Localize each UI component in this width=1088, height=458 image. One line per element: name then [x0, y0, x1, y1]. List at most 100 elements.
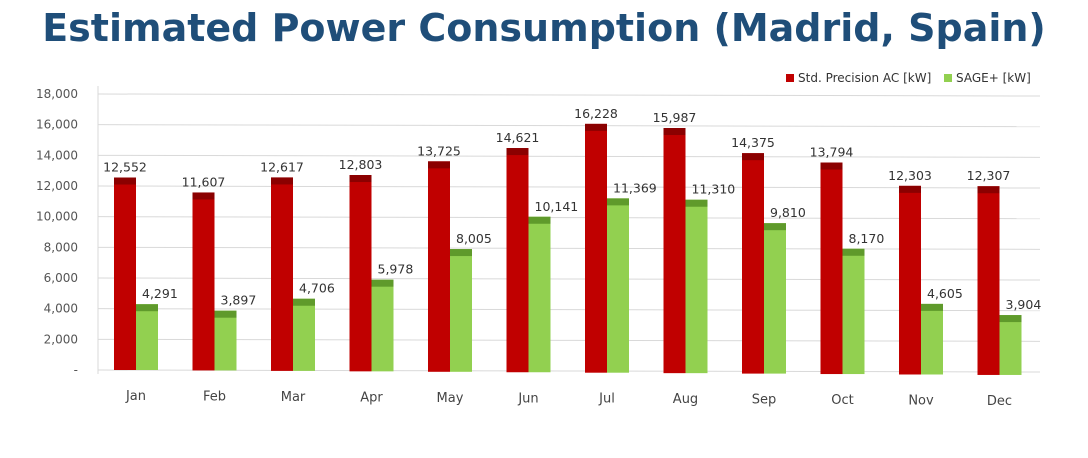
data-label-sage: 4,291	[142, 286, 178, 301]
gridline	[97, 338, 1041, 342]
bar-top-cap	[450, 249, 472, 257]
bar-top-cap	[977, 186, 1000, 194]
data-label-sage: 4,605	[927, 286, 963, 301]
x-category-label: Sep	[752, 393, 777, 408]
data-label-sage: 11,310	[692, 182, 736, 197]
bar-std-precision-ac	[977, 186, 1000, 375]
y-tick-label: 6,000	[44, 271, 78, 285]
legend-label-sage: SAGE+ [kW]	[956, 71, 1031, 85]
bar-sage	[450, 249, 472, 372]
bar-sage	[214, 310, 237, 371]
bar-sage	[136, 304, 158, 370]
x-category-label: Aug	[673, 392, 698, 407]
data-label-std-precision-ac: 11,607	[182, 174, 226, 189]
y-tick-label: 16,000	[36, 118, 78, 132]
y-tick-label: 2,000	[44, 332, 78, 346]
bar-std-precision-ac	[114, 177, 136, 370]
bar-top-cap	[663, 128, 686, 136]
y-tick-label: 12,000	[36, 179, 78, 193]
data-label-std-precision-ac: 12,307	[967, 168, 1011, 183]
bar-std-precision-ac	[271, 177, 293, 371]
bar-std-precision-ac	[820, 162, 843, 375]
gridline	[97, 216, 1041, 220]
bar-std-precision-ac	[428, 161, 450, 372]
gridlines	[97, 93, 1041, 373]
y-axis: - 2,000 4,000 6,000 8,000 10,000 12,000 14,000 1…	[36, 86, 99, 377]
data-label-sage: 8,170	[849, 231, 885, 246]
bar-top-cap	[349, 175, 372, 183]
data-label-sage: 3,897	[221, 293, 257, 308]
bar-top-cap	[214, 310, 237, 318]
bar-sage	[293, 298, 315, 371]
x-category-label: Jun	[517, 391, 538, 406]
y-tick-label: 14,000	[36, 148, 78, 162]
bar-sage	[528, 216, 551, 373]
bar-sage	[764, 223, 786, 374]
data-label-sage: 9,810	[770, 205, 806, 220]
bar-top-cap	[136, 304, 158, 312]
legend: Std. Precision AC [kW] SAGE+ [kW]	[786, 71, 1031, 85]
bar-sage	[921, 303, 943, 375]
bars	[114, 123, 1022, 375]
gridline	[97, 93, 1041, 97]
bar-top-cap	[607, 198, 629, 206]
x-category-label: Dec	[987, 394, 1012, 409]
data-label-std-precision-ac: 12,552	[103, 160, 147, 175]
bar-top-cap	[999, 315, 1022, 323]
x-category-label: Apr	[360, 390, 383, 405]
data-label-sage: 11,369	[613, 180, 657, 195]
gridline	[97, 369, 1041, 373]
bar-top-cap	[293, 298, 315, 306]
gridline	[97, 277, 1041, 281]
y-tick-label: 10,000	[36, 210, 78, 224]
bar-sage	[999, 315, 1022, 375]
y-tick-label: 8,000	[44, 240, 78, 254]
bar-top-cap	[506, 148, 529, 156]
bar-top-cap	[899, 185, 921, 193]
data-labels: 12,552 4,291 11,607 3,897 12,617 4,706 12,803 5…	[103, 106, 1041, 312]
bar-top-cap	[114, 177, 136, 185]
bar-top-cap	[371, 279, 394, 287]
bar-top-cap	[764, 223, 786, 231]
gridline	[97, 124, 1041, 128]
data-label-std-precision-ac: 13,725	[417, 143, 461, 158]
data-label-sage: 10,141	[535, 199, 579, 214]
bar-std-precision-ac	[192, 192, 215, 371]
gridline	[97, 154, 1041, 158]
bar-top-cap	[192, 192, 215, 200]
x-axis: Jan Feb Mar Apr May Jun Jul Aug Sep Oct Nov Dec	[125, 389, 1012, 409]
bar-top-cap	[528, 216, 551, 224]
x-category-label: Nov	[908, 394, 934, 409]
bar-top-cap	[842, 248, 865, 256]
data-label-std-precision-ac: 12,303	[888, 168, 932, 183]
gridline	[97, 185, 1041, 189]
bar-top-cap	[585, 123, 607, 131]
data-label-std-precision-ac: 13,794	[810, 145, 854, 160]
data-label-std-precision-ac: 14,375	[731, 135, 775, 150]
gridline	[97, 308, 1041, 312]
y-tick-label: 18,000	[36, 87, 78, 101]
bar-std-precision-ac	[506, 148, 529, 373]
gridline	[97, 246, 1041, 250]
data-label-sage: 8,005	[456, 231, 492, 246]
y-tick-label: -	[74, 363, 78, 377]
bar-std-precision-ac	[349, 175, 372, 372]
bar-std-precision-ac	[585, 123, 607, 373]
bar-top-cap	[428, 161, 450, 169]
bar-std-precision-ac	[899, 185, 921, 375]
x-category-label: Oct	[831, 393, 853, 408]
data-label-sage: 4,706	[299, 281, 335, 296]
bar-sage	[842, 248, 865, 375]
data-label-std-precision-ac: 12,617	[260, 159, 304, 174]
bar-top-cap	[271, 177, 293, 185]
bar-top-cap	[921, 303, 943, 311]
bar-top-cap	[820, 162, 843, 170]
chart-title: Estimated Power Consumption (Madrid, Spa…	[42, 6, 1046, 50]
data-label-std-precision-ac: 12,803	[339, 157, 383, 172]
x-category-label: Jul	[598, 392, 615, 407]
bar-sage	[371, 279, 394, 372]
legend-swatch-std-precision-ac	[786, 74, 794, 82]
bar-std-precision-ac	[663, 128, 686, 374]
bar-top-cap	[685, 199, 708, 207]
